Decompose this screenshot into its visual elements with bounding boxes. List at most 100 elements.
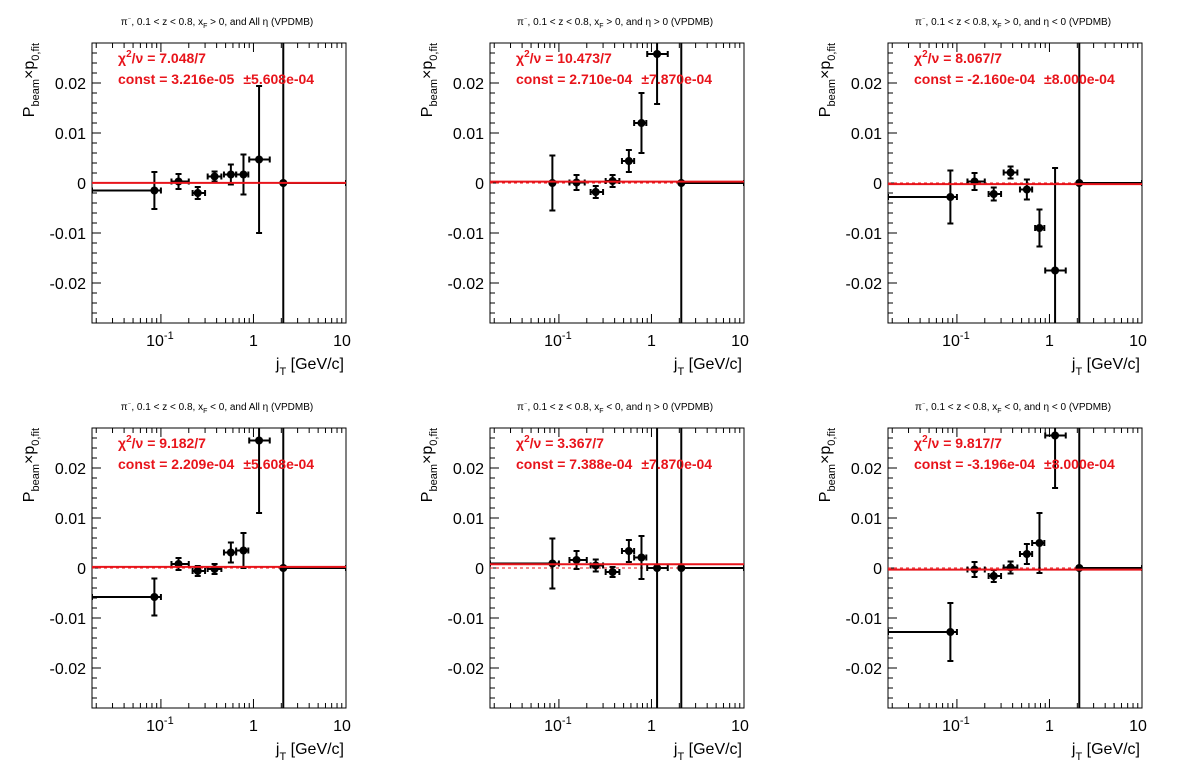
x-tick-label: 10	[731, 718, 749, 735]
x-axis-unit: [GeV/c]	[1082, 741, 1140, 758]
x-axis-sub: T	[677, 751, 684, 763]
const-value: const = 2.209e-04	[118, 456, 235, 472]
x-tick-label: 1	[647, 718, 656, 735]
chi2-label: χ2/ν = 3.367/7	[516, 434, 604, 451]
plot-area	[888, 43, 1142, 323]
chi2-value: /ν = 9.817/7	[928, 435, 1003, 451]
x-axis-sub: T	[1075, 751, 1082, 763]
data-point	[170, 557, 190, 571]
title-particle: π	[915, 17, 922, 28]
marker	[210, 172, 219, 181]
const-label: const = 3.216e-05 ±5.608e-04	[118, 71, 314, 87]
marker	[150, 593, 159, 601]
y-tick-label: 0.02	[851, 76, 882, 93]
const-label: const = -2.160e-04 ±8.000e-04	[914, 71, 1115, 87]
chi2-label: χ2/ν = 7.048/7	[118, 49, 206, 66]
plot-area	[490, 43, 744, 323]
chi2-label: χ2/ν = 9.817/7	[914, 434, 1002, 451]
panel-3: π⁻, 0.1 < z < 0.8, xF > 0, and η < 0 (VP…	[817, 17, 1147, 378]
data-point	[1034, 208, 1046, 248]
marker	[591, 561, 600, 570]
x-tick-base: 10	[942, 333, 960, 350]
x-tick-label: 10	[333, 333, 351, 350]
marker	[653, 50, 662, 58]
title-cuts: , 0.1 < z < 0.8, x	[131, 402, 203, 413]
marker	[226, 170, 235, 179]
y-tick-label: 0.01	[55, 126, 86, 143]
marker	[174, 177, 183, 186]
data-point	[235, 532, 250, 569]
chi2-exponent: 2	[524, 434, 530, 445]
marker	[239, 546, 248, 555]
y-tick-label: 0.01	[453, 126, 484, 143]
title-cuts: , 0.1 < z < 0.8, x	[131, 17, 203, 28]
marker	[637, 553, 646, 562]
title-cuts: , 0.1 < z < 0.8, x	[926, 402, 998, 413]
marker	[653, 564, 662, 572]
const-value: const = 7.388e-04	[516, 456, 633, 472]
const-value: const = 2.710e-04	[516, 71, 633, 87]
x-axis-title: jT [GeV/c]	[275, 741, 344, 763]
const-error: ±8.000e-04	[1044, 71, 1115, 87]
panel-1: π⁻, 0.1 < z < 0.8, xF > 0, and All η (VP…	[21, 17, 351, 378]
data-point	[222, 163, 238, 186]
y-axis-title: Pbeam×p0,fit	[419, 43, 440, 117]
y-tick-label: 0.01	[453, 511, 484, 528]
y-tick-label: -0.02	[50, 276, 87, 293]
data-point	[620, 149, 636, 173]
plot-area	[888, 428, 1142, 708]
const-value: const = -2.160e-04	[914, 71, 1035, 87]
const-label: const = -3.196e-04 ±8.000e-04	[914, 456, 1115, 472]
x-axis-sub: T	[677, 366, 684, 378]
const-error: ±8.000e-04	[1044, 456, 1115, 472]
data-point	[222, 541, 238, 564]
chi2-exponent: 2	[126, 434, 132, 445]
x-axis-main: j	[673, 356, 678, 373]
data-point	[1002, 560, 1019, 575]
marker	[572, 556, 581, 564]
title-particle: π	[915, 402, 922, 413]
y-axis-times: ×p	[419, 446, 436, 464]
chi2-value: /ν = 10.473/7	[530, 50, 612, 66]
chi2-symbol: χ	[914, 435, 922, 451]
y-axis-sub-fit: 0,fit	[428, 428, 440, 446]
x-axis-title: jT [GeV/c]	[673, 356, 742, 378]
chi2-value: /ν = 7.048/7	[132, 50, 207, 66]
panel-6: π⁻, 0.1 < z < 0.8, xF < 0, and η < 0 (VP…	[817, 402, 1147, 763]
x-axis-main: j	[275, 741, 280, 758]
marker	[255, 155, 264, 164]
y-tick-label: 0.02	[851, 461, 882, 478]
title-particle: π	[121, 402, 128, 413]
x-tick-base: 10	[544, 718, 562, 735]
const-error: ±5.608e-04	[243, 71, 314, 87]
y-axis-times: ×p	[817, 446, 834, 464]
marker	[591, 188, 600, 196]
pad-title: π⁻, 0.1 < z < 0.8, xF > 0, and All η (VP…	[121, 17, 314, 30]
title-particle: π	[121, 17, 128, 28]
y-axis-sub-fit: 0,fit	[30, 428, 42, 446]
data-point	[248, 85, 271, 234]
marker	[1035, 539, 1044, 547]
marker	[279, 564, 288, 572]
data-point	[1044, 428, 1067, 489]
data-point	[568, 550, 588, 570]
y-tick-label: -0.01	[846, 226, 883, 243]
data-point	[633, 92, 648, 154]
data-point	[1002, 165, 1019, 180]
chi2-exponent: 2	[922, 434, 928, 445]
x-axis-unit: [GeV/c]	[684, 356, 742, 373]
title-selection: > 0, and All η (VPDMB)	[207, 17, 313, 28]
y-axis-times: ×p	[21, 61, 38, 79]
title-xf-sub: F	[203, 23, 207, 30]
y-axis-sub-fit: 0,fit	[428, 43, 440, 61]
pad-title: π⁻, 0.1 < z < 0.8, xF < 0, and η > 0 (VP…	[517, 402, 713, 415]
chi2-symbol: χ	[516, 435, 524, 451]
y-tick-label: -0.01	[846, 611, 883, 628]
data-point	[191, 186, 207, 200]
const-error: ±7.870e-04	[641, 71, 712, 87]
x-axis-unit: [GeV/c]	[1082, 356, 1140, 373]
pad-title: π⁻, 0.1 < z < 0.8, xF < 0, and All η (VP…	[121, 402, 314, 415]
y-axis-sub-beam: beam	[428, 79, 440, 107]
chi2-label: χ2/ν = 10.473/7	[516, 49, 612, 66]
x-tick-exponent: -1	[960, 330, 970, 342]
